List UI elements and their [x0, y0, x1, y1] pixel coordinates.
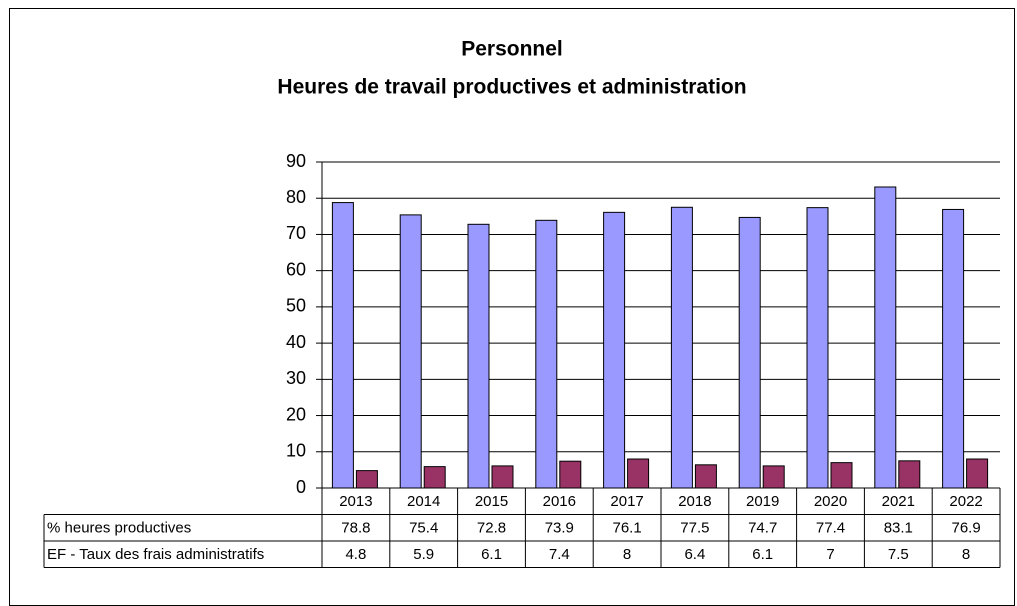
table-value: 7.5	[888, 546, 909, 563]
bar	[535, 219, 558, 489]
legend-label: EF - Taux des frais administratifs	[47, 546, 264, 563]
table-value: 73.9	[545, 520, 574, 537]
y-tick-label: 50	[286, 296, 306, 316]
y-tick-label: 70	[286, 223, 306, 243]
table-value: 75.4	[409, 520, 438, 537]
bar	[399, 214, 422, 489]
table-value: 77.5	[680, 520, 709, 537]
x-tick-label: 2018	[678, 493, 711, 510]
x-tick-label: 2022	[949, 493, 982, 510]
table-value: 4.8	[345, 546, 366, 563]
y-tick-label: 80	[286, 187, 306, 207]
y-tick-label: 10	[286, 441, 306, 461]
bar	[738, 216, 761, 489]
bar	[694, 464, 717, 489]
x-tick-label: 2020	[814, 493, 847, 510]
chart-subtitle: Heures de travail productives et adminis…	[277, 76, 746, 99]
x-tick-label: 2021	[882, 493, 915, 510]
table-value: 6.1	[481, 546, 502, 563]
bar	[331, 202, 354, 489]
table-value: 7.4	[549, 546, 570, 563]
bar	[491, 465, 514, 489]
table-value: 6.4	[684, 546, 705, 563]
bar	[627, 458, 650, 489]
bar	[355, 470, 378, 489]
table-value: 77.4	[816, 520, 845, 537]
bar	[942, 208, 965, 489]
y-tick-label: 40	[286, 332, 306, 352]
table-value: 8	[962, 546, 970, 563]
x-tick-label: 2013	[339, 493, 372, 510]
x-tick-label: 2017	[610, 493, 643, 510]
table-value: 76.9	[951, 520, 980, 537]
table-value: 72.8	[477, 520, 506, 537]
table-value: 8	[623, 546, 631, 563]
bar	[670, 206, 693, 489]
bar	[874, 186, 897, 489]
bar	[762, 465, 785, 489]
table-value: 76.1	[612, 520, 641, 537]
bar	[806, 207, 829, 489]
table-value: 78.8	[341, 520, 370, 537]
chart-title: Personnel	[461, 38, 563, 61]
x-tick-label: 2016	[543, 493, 576, 510]
legend-label: % heures productives	[47, 520, 191, 537]
table-value: 6.1	[752, 546, 773, 563]
bar	[898, 460, 921, 489]
bar	[966, 458, 989, 489]
y-tick-label: 0	[296, 477, 306, 497]
bar	[559, 460, 582, 489]
x-tick-label: 2015	[475, 493, 508, 510]
bar	[830, 462, 853, 489]
bar	[423, 466, 446, 489]
x-tick-label: 2014	[407, 493, 440, 510]
y-tick-label: 60	[286, 259, 306, 279]
table-value: 83.1	[884, 520, 913, 537]
x-tick-label: 2019	[746, 493, 779, 510]
bar	[467, 223, 490, 489]
bar	[603, 211, 626, 489]
table-value: 74.7	[748, 520, 777, 537]
y-tick-label: 20	[286, 404, 306, 424]
y-tick-label: 30	[286, 368, 306, 388]
y-tick-label: 90	[286, 151, 306, 171]
table-value: 5.9	[413, 546, 434, 563]
table-value: 7	[826, 546, 834, 563]
